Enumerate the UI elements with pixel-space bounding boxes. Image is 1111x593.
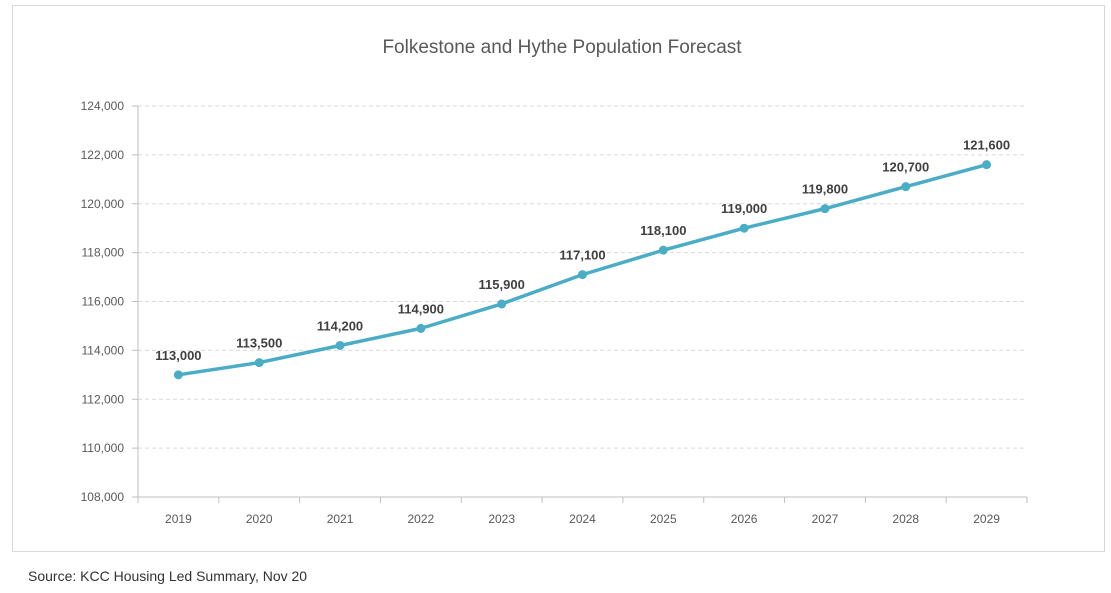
y-tick-label: 124,000	[81, 99, 125, 113]
x-tick-labels: 2019 2020 2021 2022 2023 2024 2025 2026 2027 2028…	[165, 512, 1000, 526]
data-label: 119,800	[802, 182, 848, 197]
y-tick-label: 118,000	[82, 246, 125, 260]
data-point	[578, 270, 587, 280]
data-label: 119,000	[721, 201, 767, 216]
y-tick-label: 110,000	[82, 441, 125, 455]
gridlines	[138, 105, 1027, 449]
data-point	[982, 160, 992, 170]
x-tick-label: 2027	[812, 512, 839, 526]
data-point	[739, 223, 749, 233]
data-point	[173, 370, 183, 380]
data-point	[901, 182, 911, 192]
chart-title: Folkestone and Hythe Population Forecast	[382, 37, 742, 58]
x-tick-label: 2022	[408, 512, 435, 526]
x-tick-label: 2021	[327, 512, 354, 526]
y-tick-label: 122,000	[81, 148, 125, 162]
x-tick-label: 2020	[246, 512, 273, 526]
data-label: 121,600	[963, 138, 1010, 153]
data-point	[335, 340, 345, 350]
x-tick-label: 2028	[892, 512, 919, 526]
x-tick-label: 2023	[488, 512, 515, 526]
series-line	[176, 162, 989, 377]
chart-frame	[12, 5, 1105, 552]
x-tick-label: 2026	[731, 512, 758, 526]
y-tick-label: 112,000	[82, 392, 125, 406]
data-label: 115,900	[479, 277, 525, 292]
series-population	[173, 160, 992, 380]
data-label: 120,700	[882, 160, 929, 175]
data-point	[658, 245, 668, 255]
data-point	[254, 358, 264, 368]
data-label: 114,200	[317, 318, 363, 333]
x-tick-label: 2025	[650, 512, 677, 526]
data-point	[497, 299, 507, 309]
x-tick-label: 2029	[973, 512, 1000, 526]
axes	[132, 105, 1028, 503]
data-label: 113,500	[236, 336, 282, 351]
y-tick-label: 120,000	[81, 197, 125, 211]
data-label: 114,900	[398, 301, 444, 316]
y-tick-label: 108,000	[81, 490, 125, 504]
data-label: 117,100	[559, 248, 605, 263]
data-label: 118,100	[640, 223, 686, 238]
source-note: Source: KCC Housing Led Summary, Nov 20	[28, 568, 308, 584]
y-tick-labels: 108,000 110,000 112,000 114,000 116,000 118,0…	[81, 99, 125, 504]
y-tick-label: 114,000	[82, 343, 125, 357]
data-label: 113,000	[155, 348, 201, 363]
data-point	[416, 323, 426, 333]
data-point	[820, 204, 830, 214]
data-labels: 113,000 113,500 114,200 114,900 115,900 117,1…	[155, 138, 1010, 363]
y-tick-label: 116,000	[82, 295, 125, 309]
x-tick-label: 2024	[569, 512, 596, 526]
x-tick-label: 2019	[165, 512, 192, 526]
